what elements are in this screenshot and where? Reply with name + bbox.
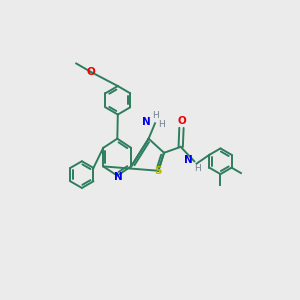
Text: S: S	[154, 166, 162, 176]
Text: N: N	[142, 118, 151, 128]
Text: N: N	[115, 172, 123, 182]
Text: H: H	[194, 164, 201, 173]
Text: N: N	[184, 155, 193, 165]
Text: H: H	[158, 119, 165, 128]
Text: O: O	[177, 116, 186, 126]
Text: H: H	[152, 111, 159, 120]
Text: O: O	[86, 67, 95, 77]
